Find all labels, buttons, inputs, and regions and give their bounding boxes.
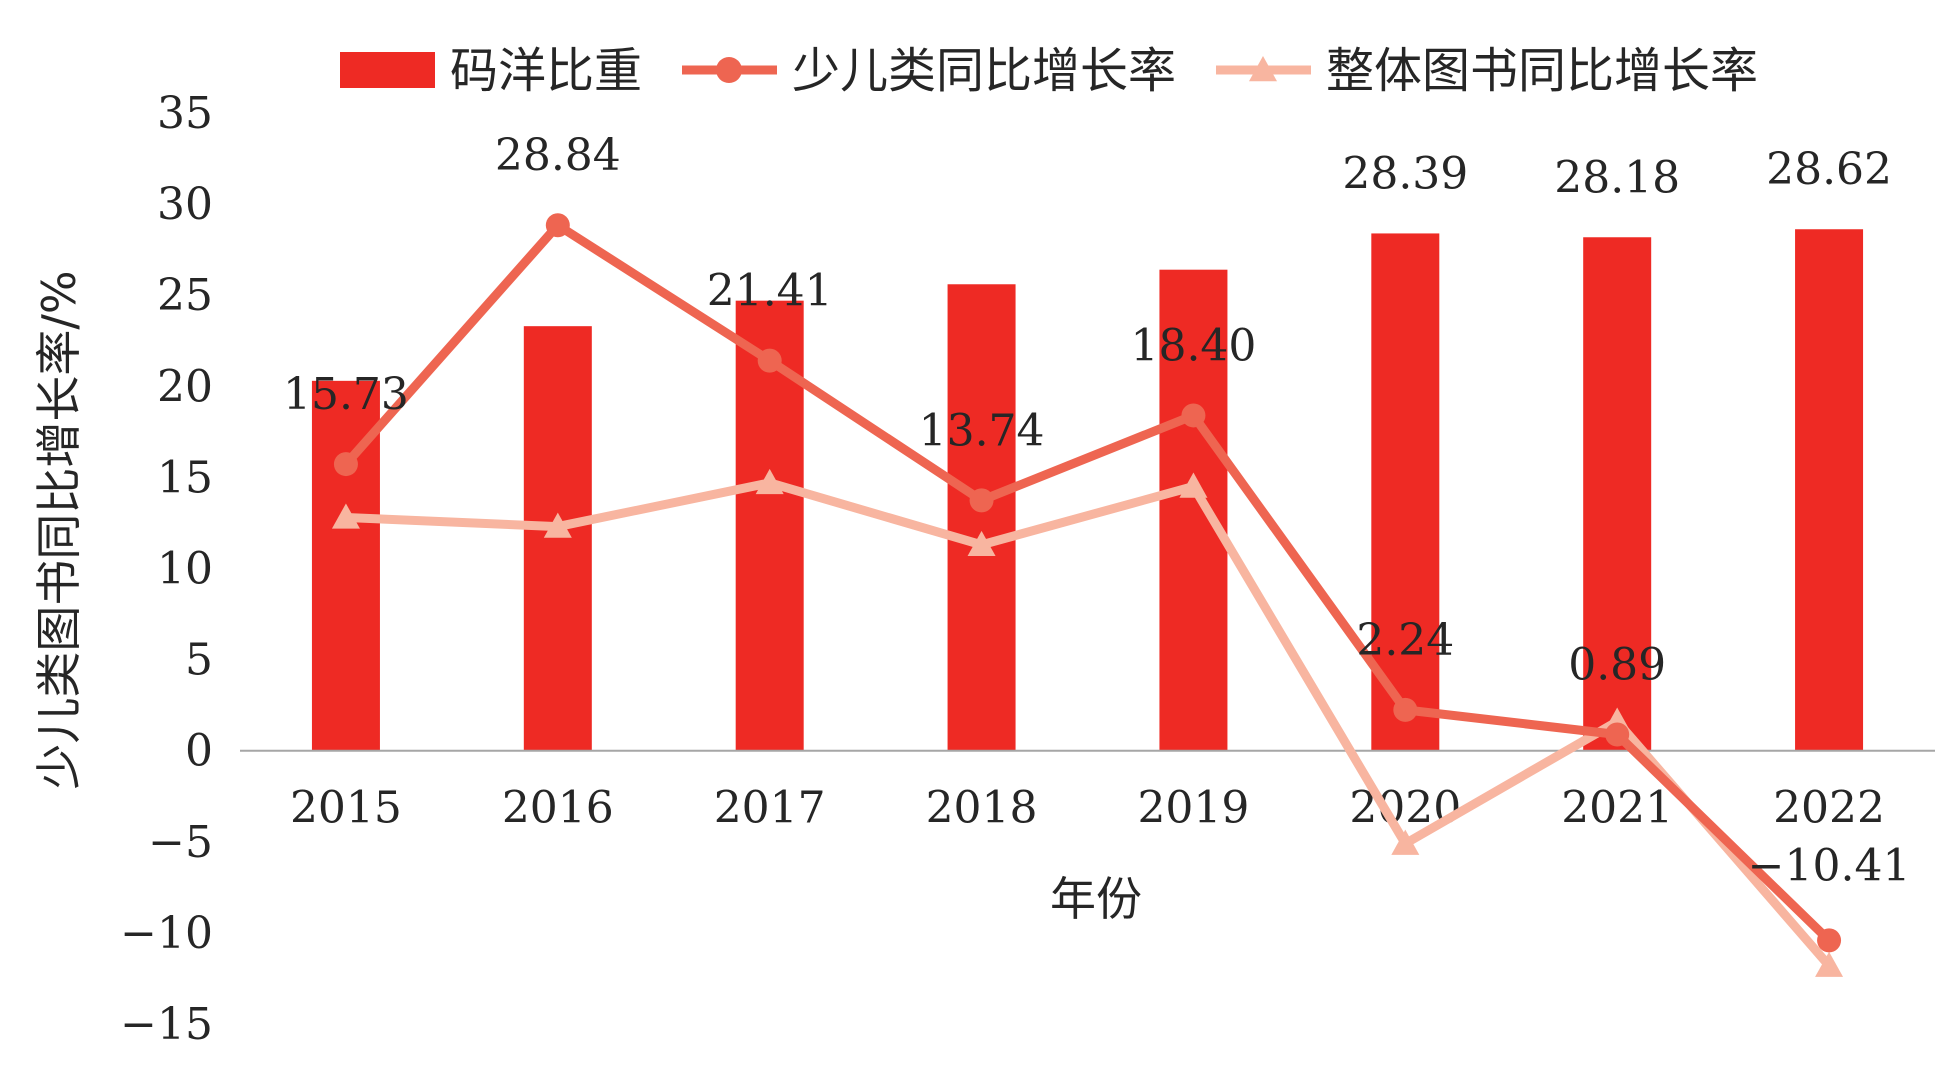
marker-circle (1605, 722, 1630, 747)
marker-circle (1181, 403, 1206, 428)
legend-marker-triangle (1249, 56, 1277, 82)
bar-2019 (1159, 269, 1228, 751)
line-data-label: 21.41 (707, 266, 833, 317)
y-axis-title: 少儿类图书同比增长率/% (32, 270, 86, 789)
data-labels-layer: 28.39 28.18 28.62 15.73 28.84 21.41 13.74 18.40… (283, 130, 1911, 891)
y-tick-label: 25 (157, 270, 213, 321)
marker-triangle (331, 503, 360, 529)
bar-data-label: 28.18 (1554, 152, 1680, 203)
y-tick-label: −5 (148, 817, 213, 868)
marker-triangle (1815, 951, 1844, 977)
line-data-label: 28.84 (495, 130, 621, 181)
y-tick-label: 35 (157, 88, 213, 139)
y-tick-label: −10 (120, 908, 213, 959)
marker-triangle (1391, 829, 1420, 855)
line-data-label: 18.40 (1130, 320, 1256, 371)
line-data-label: 15.73 (283, 369, 409, 420)
line-data-label: −10.41 (1748, 840, 1911, 891)
marker-circle (333, 452, 358, 477)
marker-triangle (755, 468, 784, 495)
marker-circle (1817, 928, 1842, 953)
y-tick-label: −15 (120, 999, 213, 1050)
x-tick-label: 2015 (290, 783, 402, 834)
y-tick-label: 10 (157, 544, 213, 595)
y-tick-label: 0 (185, 726, 213, 777)
bar-data-label: 28.62 (1766, 144, 1892, 195)
bar-2016 (523, 326, 592, 751)
legend-label: 少儿类同比增长率 (792, 43, 1176, 99)
x-tick-label: 2019 (1137, 783, 1249, 834)
legend-label: 整体图书同比增长率 (1326, 43, 1758, 99)
bar-2018 (947, 284, 1016, 751)
marker-triangle (967, 530, 996, 557)
line-整体图书同比增长率 (341, 478, 1834, 971)
bars-layer (311, 229, 1864, 751)
bar-2021 (1583, 237, 1652, 751)
bar-data-label: 28.39 (1342, 148, 1468, 199)
x-tick-label: 2018 (926, 783, 1038, 834)
x-tick-label: 2021 (1561, 783, 1673, 834)
marker-circle (969, 488, 994, 513)
bar-2022 (1795, 229, 1864, 751)
line-data-label: 0.89 (1568, 639, 1666, 690)
marker-circle (545, 213, 570, 238)
line-少儿类同比增长率 (341, 220, 1834, 945)
marker-circle (1393, 697, 1418, 722)
line-data-label: 2.24 (1356, 615, 1454, 666)
y-tick-label: 30 (157, 179, 213, 230)
x-axis-title: 年份 (1050, 872, 1142, 926)
y-tick-label: 20 (157, 361, 213, 412)
y-tick-label: 15 (157, 452, 213, 503)
y-tick-label: 5 (185, 635, 213, 686)
marker-triangle (1179, 472, 1208, 498)
lines-layer (331, 213, 1844, 977)
legend-marker-circle (716, 57, 742, 83)
x-tick-label: 2017 (714, 783, 826, 834)
legend: 码洋比重 少儿类同比增长率 整体图书同比增长率 (340, 43, 1758, 99)
bar-2020 (1371, 233, 1440, 751)
legend-swatch-bar (340, 52, 435, 88)
marker-triangle (543, 512, 572, 538)
line-data-label: 13.74 (919, 405, 1045, 456)
marker-circle (757, 348, 782, 373)
x-tick-label: 2022 (1773, 783, 1885, 834)
x-tick-label: 2016 (502, 783, 614, 834)
legend-label: 码洋比重 (450, 43, 642, 99)
